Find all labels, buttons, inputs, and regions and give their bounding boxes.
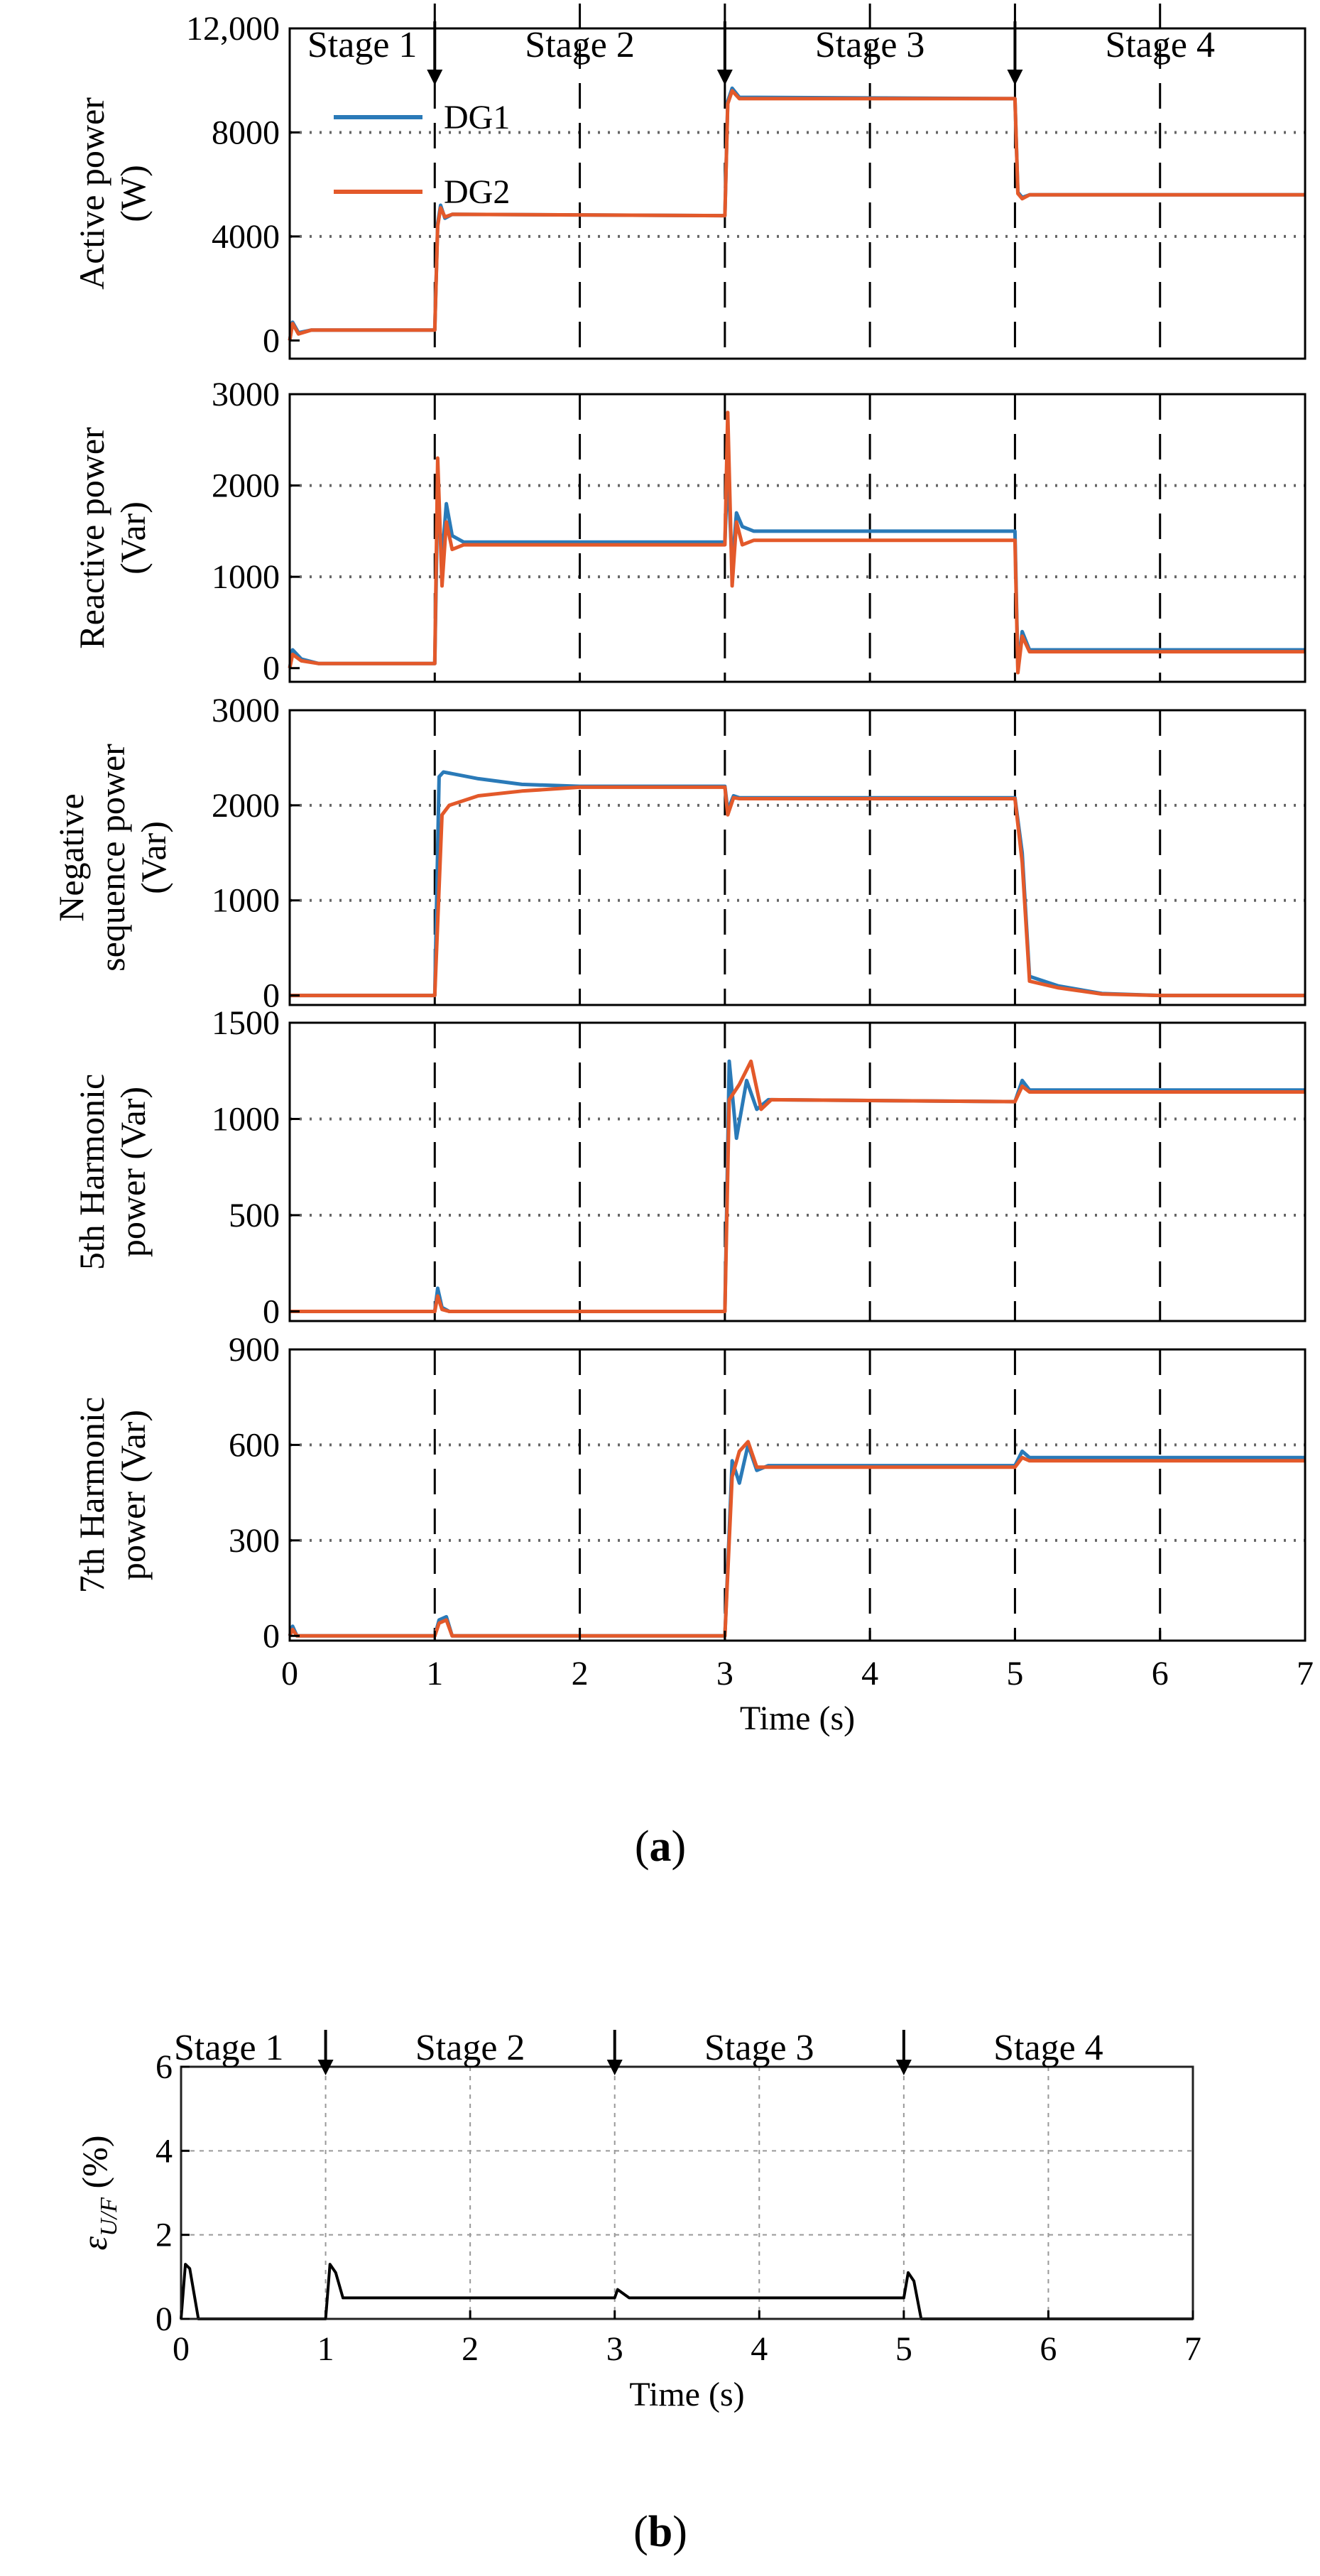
y-tick-label: 8000 — [212, 114, 280, 151]
legend: DG1 DG2 — [334, 99, 510, 211]
y-tick-label: 600 — [229, 1426, 280, 1464]
panel-a5: 0 300 600 900 7th Harmonic power (Var) — [72, 1331, 1307, 1655]
panel-a2: 0 1000 2000 3000 Reactive power (Var) — [72, 376, 1307, 688]
y-axis-label: Negative — [51, 793, 91, 921]
stage-arrow-t3 — [716, 21, 733, 85]
y-tick-label: 0 — [263, 1617, 280, 1655]
stage-label-3: Stage 3 — [704, 2028, 814, 2068]
stage-arrow-t5 — [1007, 21, 1023, 85]
y-tick-label: 0 — [263, 650, 280, 688]
panel-a4: 0 500 1000 1500 5th Harmonic power (Var) — [72, 1004, 1307, 1330]
plot-frame — [288, 1021, 1307, 1322]
plot-area — [181, 2067, 1193, 2319]
y-axis-label: (Var) — [133, 821, 173, 894]
y-tick-label: 2 — [156, 2217, 173, 2254]
stage-arrow-t1 — [317, 2030, 334, 2075]
y-tick-label: 300 — [229, 1522, 280, 1560]
x-tick-label: 2 — [572, 1655, 589, 1692]
plot-frame — [288, 27, 1307, 360]
y-axis-label: Active power — [72, 97, 111, 290]
stage-label-2: Stage 2 — [415, 2028, 525, 2068]
x-axis-label: Time (s) — [629, 2376, 744, 2413]
y-tick-label: 1000 — [212, 1100, 280, 1138]
x-tick-label: 5 — [1006, 1655, 1023, 1692]
panel-a1: 0 4000 8000 12,000 Active power (W) — [72, 4, 1307, 360]
y-tick-label: 3000 — [212, 376, 280, 413]
caption-a-label: a — [650, 1822, 672, 1871]
stage-arrow-t1 — [427, 21, 443, 85]
y-tick-label: 900 — [229, 1331, 280, 1369]
plot-frame — [180, 2065, 1194, 2320]
y-tick-label: 0 — [263, 1293, 280, 1330]
caption-a: (a) — [635, 1822, 686, 1871]
x-tick-label: 1 — [317, 2330, 334, 2368]
stage-arrow-t3 — [606, 2030, 623, 2075]
plot-frame — [288, 709, 1307, 1006]
x-tick-label: 5 — [895, 2330, 912, 2368]
stage-arrow-t5 — [895, 2030, 912, 2075]
legend-label-dg1: DG1 — [444, 99, 510, 136]
series-eps-uf — [180, 2263, 1193, 2320]
series-dg2 — [288, 89, 1305, 341]
x-tick-label: 3 — [606, 2330, 623, 2368]
x-tick-label: 3 — [716, 1655, 733, 1692]
y-tick-label: 2000 — [212, 787, 280, 825]
stage-label-3: Stage 3 — [815, 25, 925, 65]
stage-label-4: Stage 4 — [993, 2028, 1103, 2068]
y-tick-label: 2000 — [212, 467, 280, 505]
y-tick-label: 0 — [263, 322, 280, 359]
y-axis-label: (W) — [113, 165, 153, 222]
stage-label-1: Stage 1 — [307, 25, 418, 65]
x-tick-label: 4 — [861, 1655, 878, 1692]
y-axis-label: power (Var) — [113, 1087, 153, 1257]
y-tick-label: 3000 — [212, 692, 280, 729]
panel-a3: 0 1000 2000 3000 Negative sequence power (Var) — [51, 692, 1307, 1015]
x-tick-label: 7 — [1184, 2330, 1201, 2368]
x-tick-label: 0 — [281, 1655, 298, 1692]
y-tick-label: 0 — [156, 2300, 173, 2338]
y-tick-label: 4 — [156, 2132, 173, 2170]
y-tick-label: 12,000 — [186, 10, 280, 48]
stage-label-2: Stage 2 — [525, 25, 635, 65]
y-tick-label: 1000 — [212, 882, 280, 920]
y-axis-label: (Var) — [113, 501, 153, 575]
series-dg2 — [288, 411, 1305, 675]
x-tick-label: 7 — [1297, 1655, 1314, 1692]
y-tick-label: 1000 — [212, 558, 280, 596]
y-axis-label: 7th Harmonic — [72, 1397, 111, 1593]
plot-area — [290, 1349, 1305, 1641]
x-tick-label: 0 — [173, 2330, 190, 2368]
plot-area — [290, 1023, 1305, 1321]
x-tick-label: 2 — [462, 2330, 479, 2368]
series-dg2 — [290, 785, 1305, 998]
plot-frame — [288, 1348, 1307, 1642]
y-tick-label: 6 — [156, 2048, 173, 2086]
y-axis-label: 5th Harmonic — [72, 1074, 111, 1270]
y-axis-label: power (Var) — [113, 1410, 153, 1580]
x-tick-label: 1 — [426, 1655, 443, 1692]
plot-area — [290, 710, 1305, 1005]
plot-frame — [288, 393, 1307, 683]
y-tick-label: 0 — [263, 977, 280, 1015]
stage-label-4: Stage 4 — [1105, 25, 1215, 65]
x-tick-label: 6 — [1040, 2330, 1057, 2368]
x-tick-label: 4 — [751, 2330, 768, 2368]
y-tick-label: 500 — [229, 1197, 280, 1234]
x-axis-label: Time (s) — [740, 1700, 855, 1737]
series-dg2 — [288, 1440, 1305, 1638]
y-tick-label: 1500 — [212, 1004, 280, 1042]
x-tick-label: 6 — [1152, 1655, 1169, 1692]
figure-b: 0 2 4 6 0 1 2 3 4 5 6 7 Time (s) εU/F (%) Stage 1 Stage… — [75, 2028, 1201, 2413]
y-axis-label: εU/F (%) — [75, 2136, 122, 2251]
stage-label-1: Stage 1 — [174, 2028, 284, 2068]
legend-label-dg2: DG2 — [444, 173, 510, 211]
y-tick-label: 4000 — [212, 218, 280, 256]
caption-b-label: b — [648, 2508, 672, 2556]
y-axis-label: Reactive power — [72, 427, 111, 649]
y-axis-label: sequence power — [92, 744, 132, 972]
caption-b: (b) — [633, 2508, 687, 2556]
series-dg2 — [290, 1059, 1305, 1313]
